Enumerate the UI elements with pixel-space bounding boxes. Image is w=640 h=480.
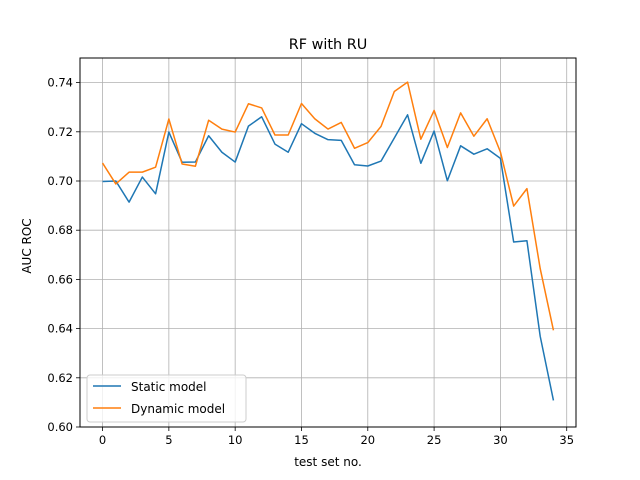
y-tick-label: 0.72 (47, 125, 73, 139)
y-tick-label: 0.68 (47, 223, 73, 237)
legend-box (86, 374, 247, 423)
series-line-dynamic-model (101, 81, 555, 331)
x-axis-label: test set no. (294, 455, 362, 469)
x-tick-label: 0 (99, 433, 106, 447)
series-lines (101, 81, 555, 401)
x-tick-label: 20 (360, 433, 375, 447)
y-axis-label: AUC ROC (20, 218, 34, 273)
y-tick-label: 0.62 (47, 371, 73, 385)
x-tick-label: 10 (228, 433, 243, 447)
y-tick-label: 0.74 (47, 76, 73, 90)
series-line-static-model (102, 114, 555, 401)
y-tick-label: 0.60 (47, 420, 73, 434)
legend: Static model Dynamic model (86, 374, 247, 423)
y-tick-label: 0.66 (47, 272, 73, 286)
x-tick-label: 5 (165, 433, 172, 447)
x-tick-label: 25 (427, 433, 442, 447)
x-tick-label: 30 (493, 433, 508, 447)
legend-label-dynamic-model: Dynamic model (131, 402, 225, 416)
chart-title: RF with RU (289, 37, 368, 53)
y-tick-label: 0.64 (47, 322, 73, 336)
axes-frame (79, 57, 577, 428)
axis-ticks: 0 5 10 15 20 25 30 35 0.60 0.62 0.64 0.66 0.68 0.70 0.… (47, 76, 574, 447)
x-tick-label: 15 (294, 433, 309, 447)
legend-label-static-model: Static model (131, 380, 207, 394)
x-tick-label: 35 (559, 433, 574, 447)
y-tick-label: 0.70 (47, 174, 73, 188)
